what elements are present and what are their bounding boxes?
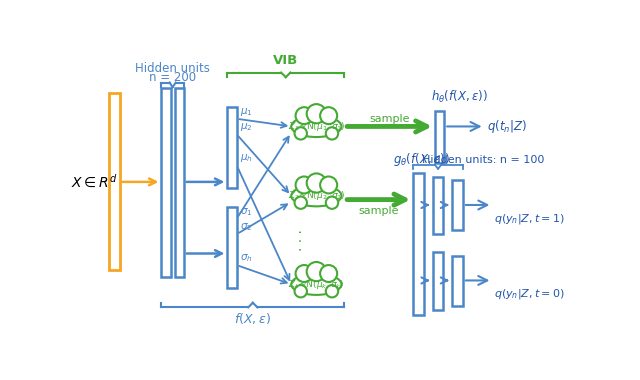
Bar bbox=[452, 256, 463, 306]
Text: $\mu_2$: $\mu_2$ bbox=[239, 121, 252, 133]
Circle shape bbox=[296, 107, 312, 124]
Bar bbox=[433, 252, 444, 310]
Bar bbox=[452, 180, 463, 230]
Ellipse shape bbox=[291, 185, 342, 206]
Text: $Z_2$~N($\mu_2,\sigma_2$): $Z_2$~N($\mu_2,\sigma_2$) bbox=[287, 189, 345, 202]
Circle shape bbox=[326, 127, 338, 139]
Text: sample: sample bbox=[358, 206, 399, 216]
Circle shape bbox=[294, 196, 307, 209]
Text: $\mu_h$: $\mu_h$ bbox=[239, 152, 253, 164]
Circle shape bbox=[307, 104, 326, 124]
Text: $q(t_n|Z)$: $q(t_n|Z)$ bbox=[487, 118, 527, 135]
Circle shape bbox=[320, 107, 337, 124]
Circle shape bbox=[320, 265, 337, 282]
Ellipse shape bbox=[291, 116, 342, 137]
Circle shape bbox=[307, 173, 326, 193]
Circle shape bbox=[320, 176, 337, 193]
Circle shape bbox=[294, 285, 307, 298]
Text: sample: sample bbox=[369, 114, 410, 124]
Bar bbox=[227, 107, 237, 188]
Text: $\sigma_2$: $\sigma_2$ bbox=[239, 222, 252, 233]
Bar bbox=[109, 93, 120, 271]
Bar bbox=[175, 88, 184, 277]
Text: $\sigma_h$: $\sigma_h$ bbox=[239, 252, 252, 264]
Text: $X \in R^d$: $X \in R^d$ bbox=[71, 173, 117, 190]
Text: VIB: VIB bbox=[273, 54, 298, 68]
Bar bbox=[433, 176, 444, 234]
Circle shape bbox=[296, 265, 312, 282]
Text: $h_\theta(f(X, \epsilon ))$: $h_\theta(f(X, \epsilon ))$ bbox=[431, 89, 488, 105]
Circle shape bbox=[326, 285, 338, 298]
Circle shape bbox=[326, 196, 338, 209]
Text: $Z_k$~N($\mu_k,\sigma_k$): $Z_k$~N($\mu_k,\sigma_k$) bbox=[288, 278, 345, 291]
Text: $q(y_n|Z,t=1)$: $q(y_n|Z,t=1)$ bbox=[494, 212, 564, 226]
Bar bbox=[161, 88, 171, 277]
Circle shape bbox=[296, 176, 312, 193]
Text: · · ·: · · · bbox=[296, 229, 309, 251]
Text: $\mu_1$: $\mu_1$ bbox=[239, 106, 252, 118]
Bar bbox=[227, 207, 237, 288]
Text: n = 200: n = 200 bbox=[149, 71, 196, 84]
Bar bbox=[413, 173, 424, 315]
Text: Hidden units: Hidden units bbox=[135, 62, 210, 75]
Circle shape bbox=[307, 262, 326, 281]
Ellipse shape bbox=[291, 274, 342, 295]
Text: $q(y_n|Z,t=0)$: $q(y_n|Z,t=0)$ bbox=[494, 287, 564, 301]
Bar bbox=[435, 111, 444, 163]
Text: Hidden units: n = 100: Hidden units: n = 100 bbox=[422, 155, 544, 165]
Circle shape bbox=[294, 127, 307, 139]
Text: $g_\theta(f(X, \epsilon ))$: $g_\theta(f(X, \epsilon ))$ bbox=[392, 150, 449, 168]
Text: $f(X, \epsilon )$: $f(X, \epsilon )$ bbox=[234, 312, 271, 326]
Text: $\sigma_1$: $\sigma_1$ bbox=[239, 206, 252, 218]
Text: $Z_1$~N($\mu_1,\sigma_1$): $Z_1$~N($\mu_1,\sigma_1$) bbox=[287, 120, 345, 133]
